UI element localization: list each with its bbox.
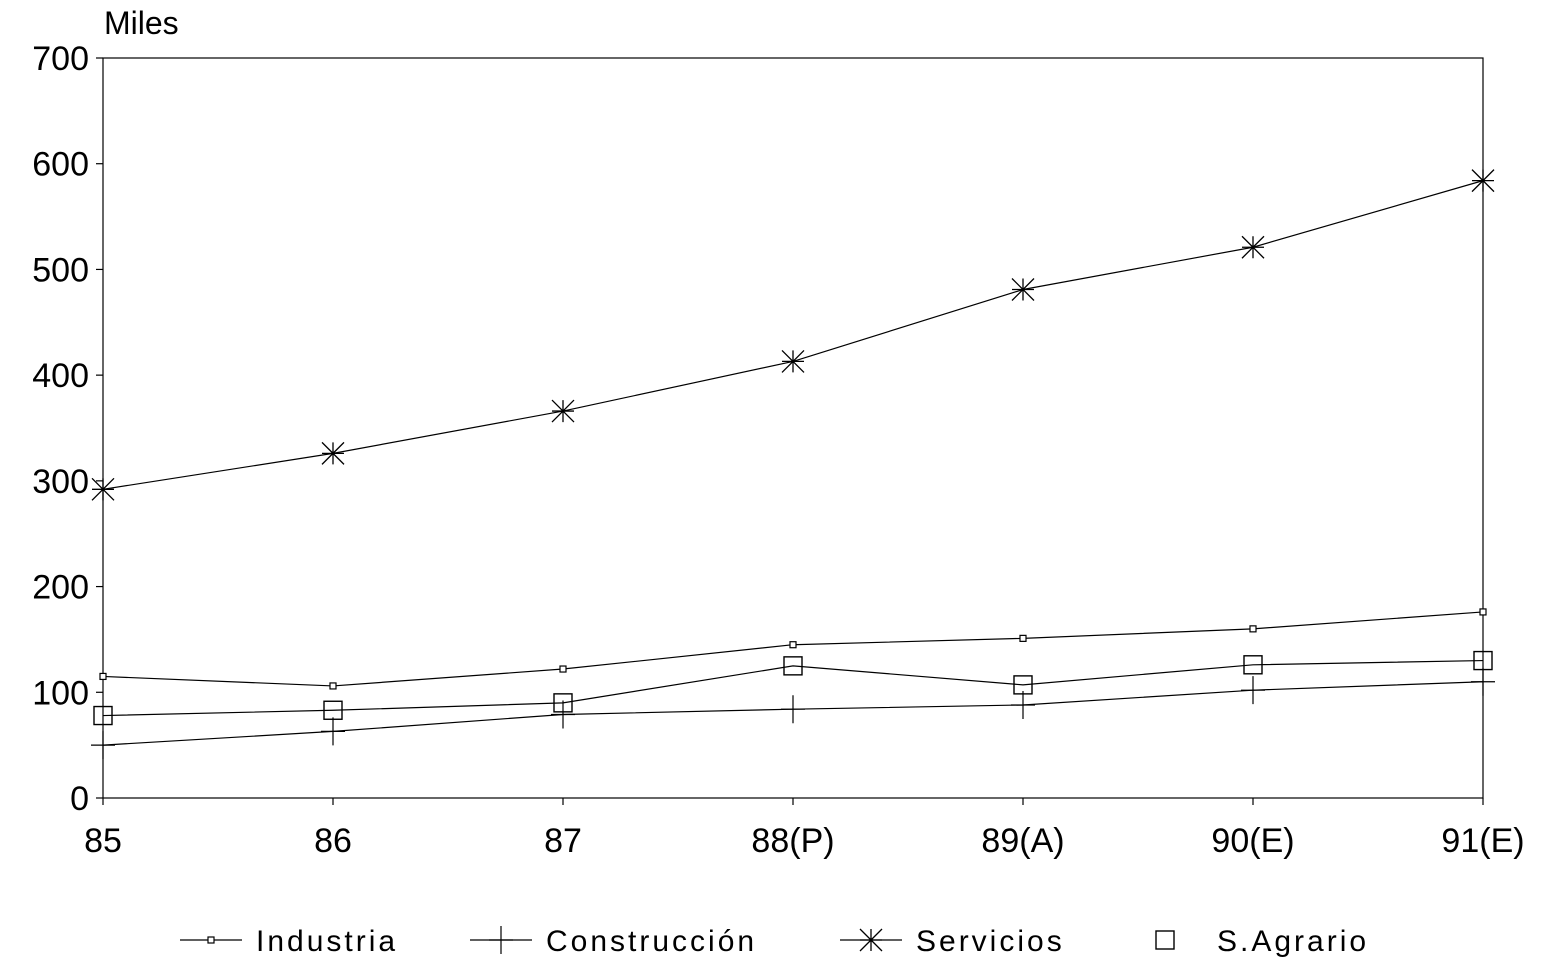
legend-label: Construcción	[546, 925, 757, 958]
legend-item: S.Agrario	[1155, 925, 1369, 958]
data-point	[1241, 676, 1265, 705]
y-tick-label: 200	[32, 569, 89, 607]
y-tick-label: 300	[32, 463, 89, 501]
y-unit-label: Miles	[104, 5, 179, 41]
legend-item: Construcción	[470, 925, 757, 958]
y-tick-label: 0	[70, 780, 89, 818]
data-point	[553, 693, 573, 713]
data-point	[1011, 690, 1035, 719]
series-line	[102, 659, 1484, 717]
data-point	[781, 349, 805, 373]
x-tick-label: 90(E)	[1211, 822, 1294, 860]
y-tick-label: 600	[32, 146, 89, 184]
data-point	[551, 700, 575, 729]
data-point	[789, 641, 797, 649]
data-point	[1471, 169, 1495, 193]
data-point	[559, 665, 567, 673]
legend-item: Industria	[180, 925, 398, 958]
data-point	[91, 731, 115, 760]
x-tick-label: 89(A)	[981, 822, 1064, 860]
data-point	[859, 928, 883, 952]
x-tick-label: 85	[84, 822, 122, 860]
x-tick-label: 87	[544, 822, 582, 860]
data-point	[783, 656, 803, 676]
data-point	[1249, 625, 1257, 633]
data-point	[1155, 930, 1175, 950]
data-point	[99, 672, 107, 681]
data-point	[1019, 634, 1027, 642]
data-point	[1471, 667, 1495, 696]
data-point	[1473, 650, 1493, 671]
legend-label: S.Agrario	[1217, 925, 1369, 958]
legend-label: Servicios	[916, 925, 1065, 958]
data-point	[1479, 608, 1487, 616]
data-point	[321, 717, 345, 746]
legend-label: Industria	[256, 925, 398, 958]
data-point	[321, 441, 345, 465]
data-point	[1241, 235, 1265, 259]
data-point	[1013, 675, 1033, 695]
x-tick-label: 88(P)	[751, 822, 834, 860]
data-point	[551, 399, 575, 423]
series-s-agrario	[93, 650, 1493, 726]
y-tick-label: 400	[32, 357, 89, 395]
data-point	[91, 477, 115, 501]
data-point	[93, 705, 113, 726]
data-point	[329, 682, 337, 690]
x-tick-label: 86	[314, 822, 352, 860]
y-tick-label: 500	[32, 251, 89, 289]
series-servicios	[91, 169, 1495, 501]
data-point	[1243, 655, 1263, 675]
legend-item: Servicios	[840, 925, 1065, 958]
x-tick-label: 91(E)	[1441, 822, 1524, 860]
data-point	[1011, 278, 1035, 301]
data-point	[489, 926, 513, 954]
y-tick-label: 100	[32, 674, 89, 712]
data-point	[323, 700, 343, 720]
y-tick-label: 700	[32, 40, 89, 78]
series-line	[102, 180, 1484, 490]
series-construcci-n	[91, 667, 1495, 760]
series-industria	[99, 608, 1487, 690]
data-point	[781, 695, 805, 724]
data-point	[207, 936, 215, 944]
plot-frame	[102, 57, 1484, 799]
